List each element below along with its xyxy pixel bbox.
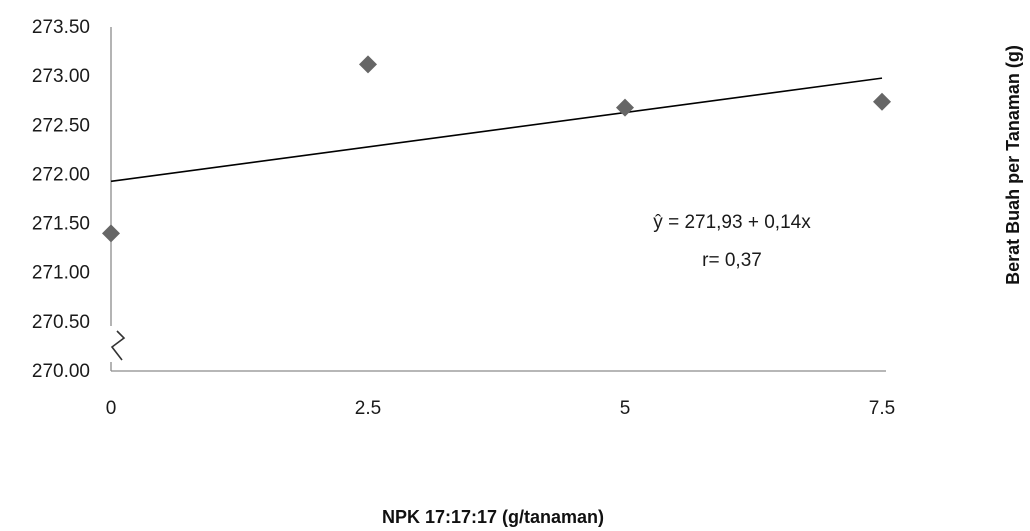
x-axis-title: NPK 17:17:17 (g/tanaman) (382, 507, 604, 527)
axis-break-mark (110, 330, 126, 361)
trendline-line (110, 77, 883, 183)
x-tick-label: 0 (106, 398, 117, 419)
x-tick-label: 7.5 (869, 398, 895, 419)
x-axis: 0 2.5 5 7.5 (106, 370, 896, 419)
x-tick-label: 5 (620, 398, 631, 419)
y-axis: 270.00 270.50 271.00 271.50 272.00 272.50 273.… (32, 17, 112, 382)
data-point (873, 92, 891, 111)
y-tick-label: 272.50 (32, 115, 90, 136)
y-tick-label: 270.00 (32, 361, 90, 382)
data-point (359, 55, 377, 74)
y-tick-label: 270.50 (32, 312, 90, 333)
y-tick-label: 271.50 (32, 214, 90, 235)
data-point (616, 98, 634, 117)
y-tick-label: 273.00 (32, 66, 90, 87)
axis-break (104, 326, 126, 362)
correlation-annotation: r= 0,37 (702, 250, 762, 271)
y-tick-label: 272.00 (32, 164, 90, 185)
equation-annotation: ŷ = 271,93 + 0,14x (653, 212, 811, 233)
x-tick-labels: 0 2.5 5 7.5 (106, 398, 896, 419)
data-point (102, 224, 120, 243)
trendline (110, 77, 883, 183)
y-tick-label: 273.50 (32, 17, 90, 38)
x-tick-label: 2.5 (355, 398, 381, 419)
y-tick-label: 271.00 (32, 263, 90, 284)
y-axis-title: Berat Buah per Tanaman (g) (1003, 45, 1023, 285)
data-points (102, 55, 891, 243)
y-tick-labels: 270.00 270.50 271.00 271.50 272.00 272.50 273.… (32, 17, 90, 382)
